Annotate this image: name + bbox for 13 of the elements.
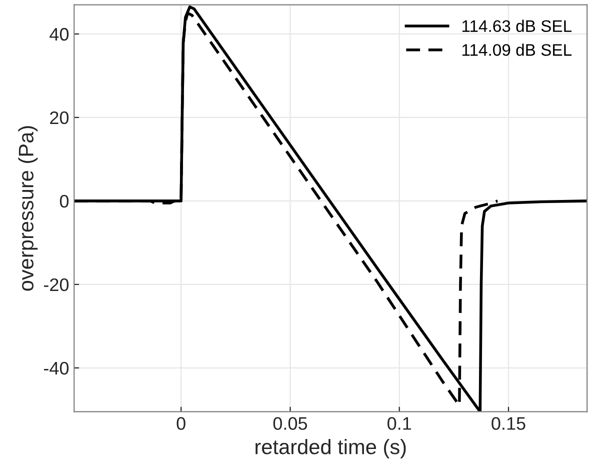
legend-label: 114.63 dB SEL — [462, 20, 572, 32]
y-tick-label: 20 — [50, 111, 69, 124]
y-tick-label: -40 — [44, 362, 69, 375]
y-tick-label: 40 — [50, 28, 69, 41]
x-tick-label: 0.05 — [273, 417, 308, 430]
x-tick-label: 0 — [176, 417, 186, 430]
legend-label: 114.09 dB SEL — [462, 44, 572, 56]
x-tick-label: 0.1 — [388, 417, 412, 430]
y-tick-label: -20 — [44, 278, 69, 292]
x-tick-label: 0.15 — [492, 417, 526, 430]
y-axis-title: overpressure (Pa) — [18, 126, 38, 291]
x-axis-title: retarded time (s) — [256, 438, 406, 458]
y-tick-label: 0 — [60, 194, 69, 208]
